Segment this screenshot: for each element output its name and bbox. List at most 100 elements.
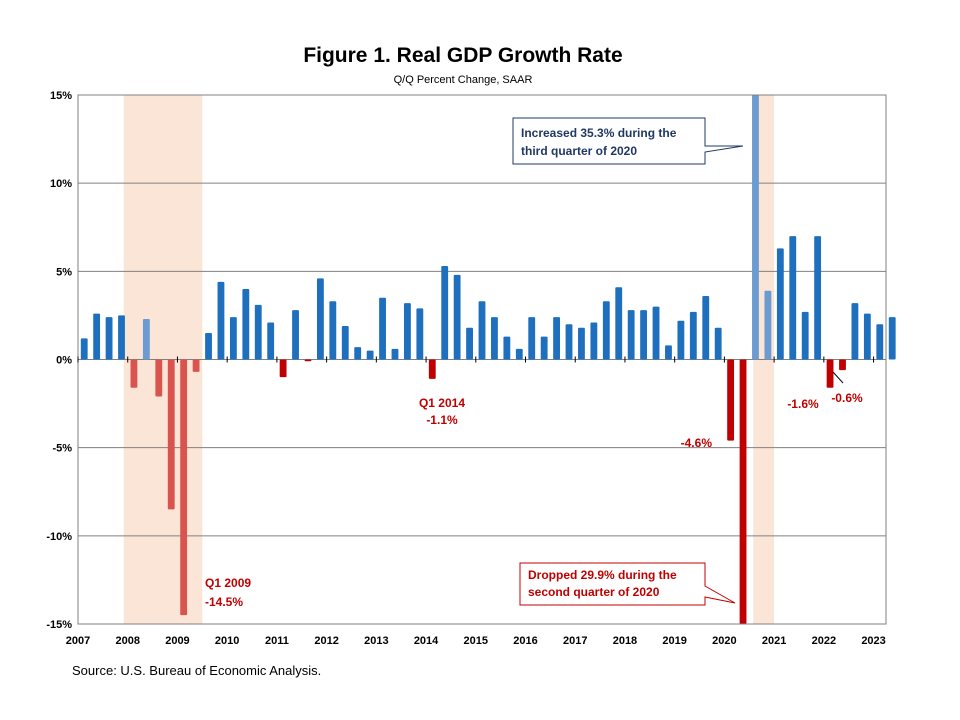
bar-2007Q4: [118, 315, 125, 360]
bar-2008Q2: [142, 318, 150, 360]
y-tick-label: 10%: [50, 178, 72, 190]
annotation-q1-2020-value: -4.6%: [681, 436, 713, 450]
x-tick-label: 2013: [364, 635, 388, 647]
bar-2020Q1: [727, 359, 735, 441]
annotation-q1-2022-value: -1.6%: [787, 397, 819, 411]
annotation-q1-2014-label: Q1 2014: [419, 396, 465, 410]
bar-2018Q3: [652, 306, 660, 360]
y-tick-label: -10%: [46, 531, 72, 543]
x-tick-label: 2022: [812, 635, 836, 647]
annotation-q2-2022-leader: [832, 371, 844, 384]
bar-2015Q2: [491, 317, 498, 360]
x-tick-label: 2019: [662, 635, 686, 647]
source-note: Source: U.S. Bureau of Economic Analysis…: [72, 663, 322, 678]
bars: [80, 95, 896, 624]
bar-2013Q4: [416, 308, 424, 360]
bar-2007Q2: [93, 313, 101, 360]
bar-2010Q2: [242, 288, 250, 360]
bar-2015Q1: [478, 301, 486, 360]
x-tick-label: 2012: [314, 635, 338, 647]
callout-increase-line2: third quarter of 2020: [521, 144, 637, 158]
bar-2016Q1: [528, 317, 536, 360]
bar-2017Q3: [602, 301, 610, 360]
bar-2022Q4: [863, 313, 871, 360]
x-tick-label: 2017: [563, 635, 587, 647]
bar-2021Q4: [814, 236, 822, 360]
bar-2012Q1: [329, 301, 337, 360]
x-tick-label: 2010: [215, 635, 239, 647]
bar-2012Q2: [341, 325, 349, 360]
x-tick-label: 2011: [265, 635, 289, 647]
y-tick-label: 15%: [50, 90, 72, 102]
bar-2019Q2: [689, 311, 697, 360]
x-tick-label: 2007: [66, 635, 90, 647]
bar-2013Q2: [391, 348, 399, 360]
bar-2021Q3: [801, 311, 809, 360]
bar-2011Q1: [279, 359, 287, 378]
bar-2016Q2: [540, 336, 548, 360]
x-tick-label: 2023: [861, 635, 885, 647]
bar-2009Q4: [217, 281, 225, 360]
x-tick-label: 2016: [513, 635, 537, 647]
bar-2015Q4: [515, 348, 523, 360]
y-tick-label: 0%: [56, 355, 72, 367]
bar-2022Q2: [839, 359, 846, 371]
bar-2023Q1: [876, 324, 884, 360]
bar-2021Q1: [776, 248, 784, 360]
bar-2012Q3: [354, 347, 362, 360]
bar-2017Q2: [590, 322, 598, 360]
bar-2020Q3: [752, 95, 759, 360]
bar-2010Q1: [229, 317, 237, 360]
bar-2018Q1: [627, 310, 635, 360]
bar-2022Q1: [826, 359, 834, 388]
bar-2020Q4: [764, 290, 772, 360]
callout-increase-line1: Increased 35.3% during the: [521, 126, 677, 140]
callout-drop-line2: second quarter of 2020: [528, 585, 660, 599]
bar-2019Q3: [702, 296, 710, 360]
bar-2009Q2: [192, 359, 200, 372]
annotation-q1-2009-label: Q1 2009: [205, 576, 251, 590]
bar-2023Q2: [888, 317, 896, 360]
bar-2016Q3: [553, 317, 561, 360]
x-tick-label: 2015: [464, 635, 488, 647]
chart-title: Figure 1. Real GDP Growth Rate: [303, 44, 623, 67]
bar-2010Q4: [267, 322, 275, 360]
bar-2015Q3: [503, 336, 511, 360]
bar-2018Q4: [665, 345, 672, 360]
bar-2022Q3: [851, 303, 859, 360]
x-tick-label: 2018: [613, 635, 637, 647]
annotation-q2-2022-value: -0.6%: [831, 391, 863, 405]
x-tick-label: 2008: [115, 635, 139, 647]
bar-2019Q1: [677, 320, 685, 360]
bar-2009Q3: [205, 333, 212, 360]
x-tick-label: 2009: [165, 635, 189, 647]
bar-2021Q2: [789, 236, 797, 360]
bar-2014Q2: [441, 266, 449, 360]
bar-2014Q4: [466, 327, 473, 360]
bar-2014Q1: [428, 359, 436, 379]
callout-drop-line1: Dropped 29.9% during the: [528, 568, 677, 582]
bar-2017Q1: [578, 327, 585, 360]
bar-2011Q2: [292, 310, 299, 360]
bar-2012Q4: [366, 350, 374, 360]
bar-2007Q1: [80, 338, 88, 360]
bar-2014Q3: [453, 274, 461, 360]
bar-2016Q4: [565, 324, 573, 360]
bar-2019Q4: [714, 327, 722, 360]
callout-drop-box: [519, 562, 736, 606]
bar-2013Q1: [379, 297, 386, 360]
annotation-q1-2009-value: -14.5%: [205, 595, 243, 609]
callout-increase-box: [512, 117, 744, 165]
x-axis: 2007 2008 2009 2010 2011 2012 2013 2014 2015 2016…: [66, 356, 886, 647]
bar-2009Q1: [180, 359, 188, 616]
x-tick-label: 2021: [762, 635, 786, 647]
y-tick-label: 5%: [56, 266, 72, 278]
bar-2011Q4: [316, 278, 324, 360]
bar-2008Q1: [130, 359, 138, 388]
bar-2007Q3: [105, 317, 113, 360]
annotation-q1-2014-value: -1.1%: [426, 413, 458, 427]
bar-2011Q3: [304, 359, 312, 362]
x-tick-label: 2020: [712, 635, 736, 647]
y-tick-label: -15%: [46, 619, 72, 631]
